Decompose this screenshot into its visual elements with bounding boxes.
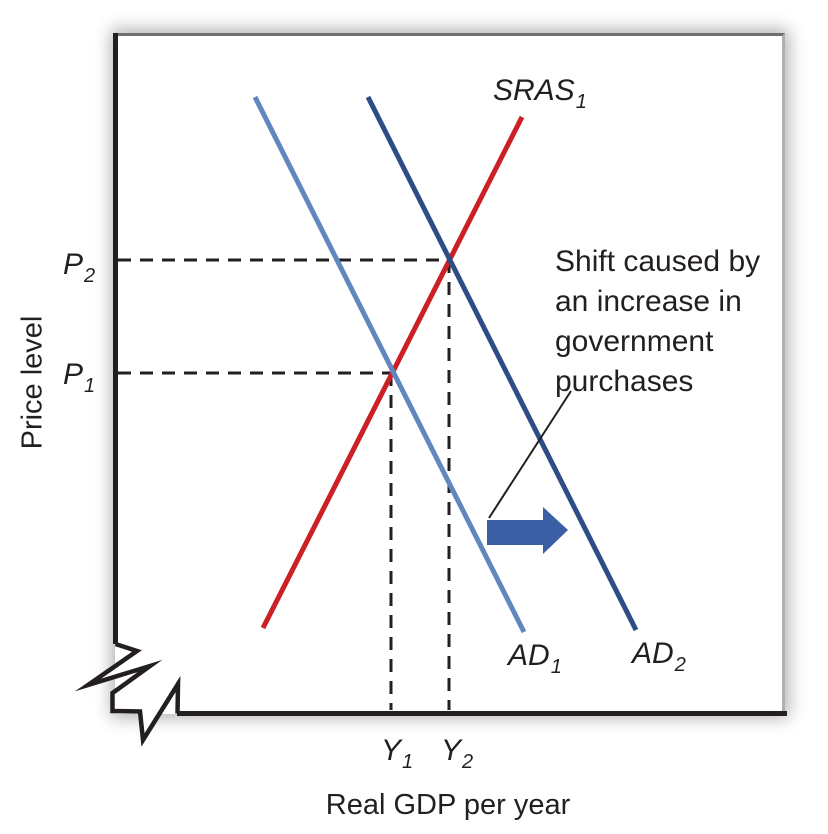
y2-subscript: 2 (462, 751, 474, 773)
ad2-curve (365, 95, 639, 632)
p2-tick-label: P2 (63, 248, 95, 287)
y2-tick-label: Y2 (441, 734, 473, 773)
ad1-curve-label: AD1 (508, 639, 562, 678)
p1-subscript: 1 (84, 375, 96, 397)
ad2-base: AD (632, 637, 674, 670)
y2-base: Y (441, 734, 462, 767)
y1-subscript: 1 (402, 751, 414, 773)
y1-base: Y (381, 734, 402, 767)
sras1-curve-label: SRAS1 (493, 74, 587, 113)
shift-right-arrow (487, 507, 568, 554)
y-axis-title: Price level (16, 315, 49, 450)
p2-base: P (63, 248, 84, 281)
sras1-subscript: 1 (575, 91, 587, 113)
sras1-base: SRAS (493, 74, 575, 107)
annotation-line-4: purchases (555, 365, 694, 398)
annotation-line-2: an increase in (555, 285, 742, 318)
ad2-curve-label: AD2 (632, 637, 686, 676)
ad1-subscript: 1 (550, 656, 562, 678)
p1-base: P (63, 358, 84, 391)
p2-subscript: 2 (84, 265, 96, 287)
axis-break-zigzag (74, 641, 181, 747)
ad1-curve (252, 95, 527, 634)
ad2-subscript: 2 (674, 654, 686, 676)
annotation-line-3: government (555, 325, 714, 358)
shift-annotation: Shift caused by an increase in governmen… (555, 242, 760, 402)
p1-tick-label: P1 (63, 358, 95, 397)
annotation-line-1: Shift caused by (555, 245, 761, 278)
y1-tick-label: Y1 (381, 734, 413, 773)
ad1-base: AD (508, 639, 550, 672)
annotation-pointer-line (488, 390, 572, 519)
x-axis-title: Real GDP per year (325, 789, 571, 821)
